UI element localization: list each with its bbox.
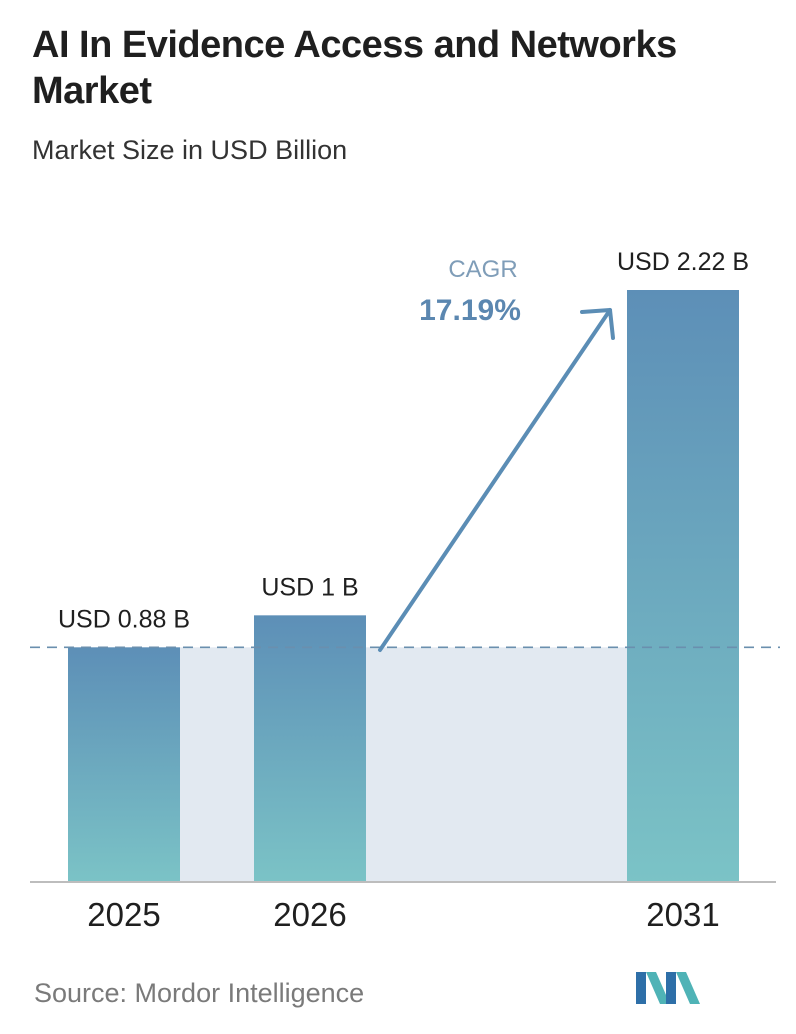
x-tick-2031: 2031 [646, 896, 719, 933]
mordor-intelligence-logo [636, 972, 700, 1004]
data-label-2026: USD 1 B [261, 573, 358, 601]
bar-2026 [254, 615, 366, 882]
chart-subtitle: Market Size in USD Billion [32, 135, 348, 165]
x-tick-2025: 2025 [87, 896, 160, 933]
cagr-label: CAGR [448, 256, 517, 283]
x-tick-2026: 2026 [273, 896, 346, 933]
data-label-2031: USD 2.22 B [617, 248, 749, 276]
cagr-arrow [378, 308, 612, 652]
cagr-value: 17.19% [419, 294, 521, 327]
bar-2025 [68, 647, 180, 882]
bar-2031 [627, 290, 739, 882]
chart-title: AI In Evidence Access and Networks Marke… [32, 24, 677, 112]
data-label-2025: USD 0.88 B [58, 605, 190, 633]
cagr-arrow-head-icon [580, 308, 615, 340]
source-note: Source: Mordor Intelligence [34, 978, 365, 1008]
